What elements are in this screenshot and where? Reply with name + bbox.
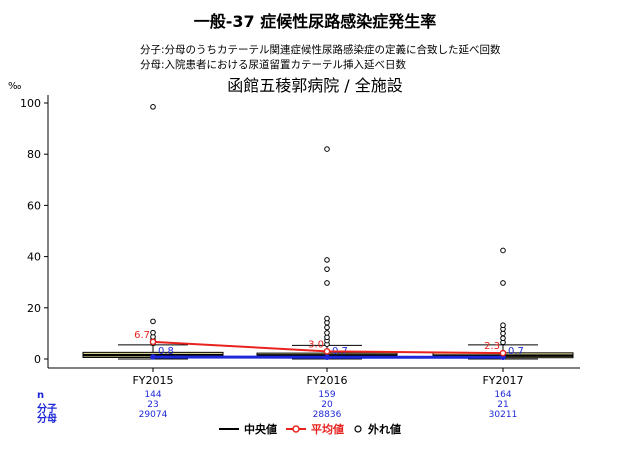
mean-line-icon <box>286 425 306 433</box>
y-tick-label: 0 <box>34 353 41 366</box>
legend-median-label: 中央値 <box>244 423 277 436</box>
count-denominator: 28836 <box>313 410 342 420</box>
y-axis-unit: ‰ <box>8 81 22 92</box>
outlier-point <box>324 330 330 336</box>
outlier-point <box>324 146 330 152</box>
chart-title: 一般-37 症候性尿路感染症発生率 <box>193 12 437 31</box>
row-label-n: n <box>37 390 45 401</box>
outlier-point <box>324 315 330 322</box>
x-category-label: FY2016 <box>306 374 347 387</box>
legend-outlier: 外れ値 <box>352 421 401 437</box>
chart-subtitle: 函館五稜郭病院 / 全施設 <box>227 76 403 95</box>
mean-value-label: 6.7 <box>134 330 150 341</box>
outlier-point <box>324 324 330 331</box>
outlier-circle-icon <box>354 425 362 433</box>
hospital-series-point <box>150 354 156 360</box>
mean-series-point <box>499 349 507 357</box>
count-n: 159 <box>318 390 335 400</box>
hospital-series-point <box>324 354 330 361</box>
outlier-point <box>150 329 156 336</box>
count-numerator: 23 <box>147 400 158 410</box>
outlier-point <box>150 104 156 110</box>
hospital-value-label: 0.7 <box>508 346 524 357</box>
legend-outlier-label: 外れ値 <box>368 423 401 436</box>
y-tick-label: 20 <box>27 302 41 315</box>
outlier-point <box>324 266 330 272</box>
x-category-label: FY2017 <box>482 374 523 387</box>
hospital-value-label: 0.8 <box>158 346 174 357</box>
legend-mean-label: 平均値 <box>311 423 344 436</box>
y-tick-label: 80 <box>27 148 41 161</box>
outlier-point <box>324 257 330 263</box>
outlier-point <box>500 335 506 342</box>
legend: 中央値 平均値 外れ値 <box>218 421 401 437</box>
count-n: 144 <box>144 390 161 400</box>
row-label-numerator: 分子 <box>37 404 57 415</box>
count-denominator: 29074 <box>139 410 168 420</box>
mean-value-label: 3.0 <box>308 339 324 350</box>
count-numerator: 21 <box>497 400 508 410</box>
denominator-definition: 分母:入院患者における尿道留置カテーテル挿入延べ日数 <box>140 59 407 71</box>
row-label-denominator: 分母 <box>37 414 57 425</box>
outlier-point <box>500 280 506 286</box>
y-tick-label: 40 <box>27 251 41 264</box>
count-denominator: 30211 <box>489 410 518 420</box>
mean-value-label: 2.3 <box>484 341 500 352</box>
outlier-point <box>500 247 506 254</box>
legend-median: 中央値 <box>218 421 277 437</box>
median-line-icon <box>219 428 239 430</box>
legend-mean: 平均値 <box>285 421 344 437</box>
outlier-point <box>500 322 506 329</box>
mean-series-point <box>149 338 157 346</box>
y-tick-label: 100 <box>20 97 41 110</box>
x-category-label: FY2015 <box>132 374 173 387</box>
count-numerator: 20 <box>321 400 333 410</box>
y-tick-label: 60 <box>27 199 41 212</box>
outlier-point <box>150 318 156 325</box>
outlier-point <box>324 280 330 286</box>
count-n: 164 <box>494 390 511 400</box>
mean-series-point <box>323 348 331 355</box>
numerator-definition: 分子:分母のうちカテーテル関連症候性尿路感染症の定義に合致した延べ回数 <box>140 44 501 56</box>
